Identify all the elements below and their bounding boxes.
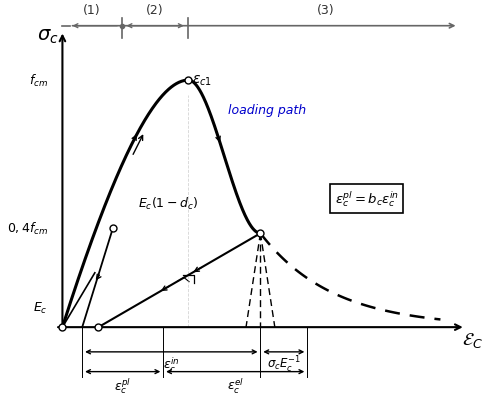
Text: (2): (2): [147, 4, 164, 17]
Text: (3): (3): [317, 4, 334, 17]
Text: $\sigma_c$: $\sigma_c$: [37, 27, 59, 46]
Text: $\varepsilon_{c1}$: $\varepsilon_{c1}$: [192, 74, 212, 88]
Text: $E_c(1-d_c)$: $E_c(1-d_c)$: [138, 196, 198, 211]
Text: $\varepsilon_c^{pl}$: $\varepsilon_c^{pl}$: [114, 375, 131, 395]
Text: $E_c$: $E_c$: [33, 300, 48, 315]
Text: loading path: loading path: [228, 104, 306, 117]
Text: $\varepsilon_c^{in}$: $\varepsilon_c^{in}$: [163, 355, 180, 374]
Text: $\sigma_c E_c^{-1}$: $\sigma_c E_c^{-1}$: [267, 355, 301, 375]
Text: $\varepsilon_c^{el}$: $\varepsilon_c^{el}$: [227, 375, 244, 395]
Text: $f_{cm}$: $f_{cm}$: [29, 73, 48, 89]
Text: $\mathcal{E}_C$: $\mathcal{E}_C$: [463, 330, 483, 349]
Text: $\varepsilon_c^{pl} = b_c \varepsilon_c^{in}$: $\varepsilon_c^{pl} = b_c \varepsilon_c^…: [335, 189, 399, 209]
Text: (1): (1): [83, 4, 101, 17]
Text: $0,4f_{cm}$: $0,4f_{cm}$: [6, 221, 48, 237]
